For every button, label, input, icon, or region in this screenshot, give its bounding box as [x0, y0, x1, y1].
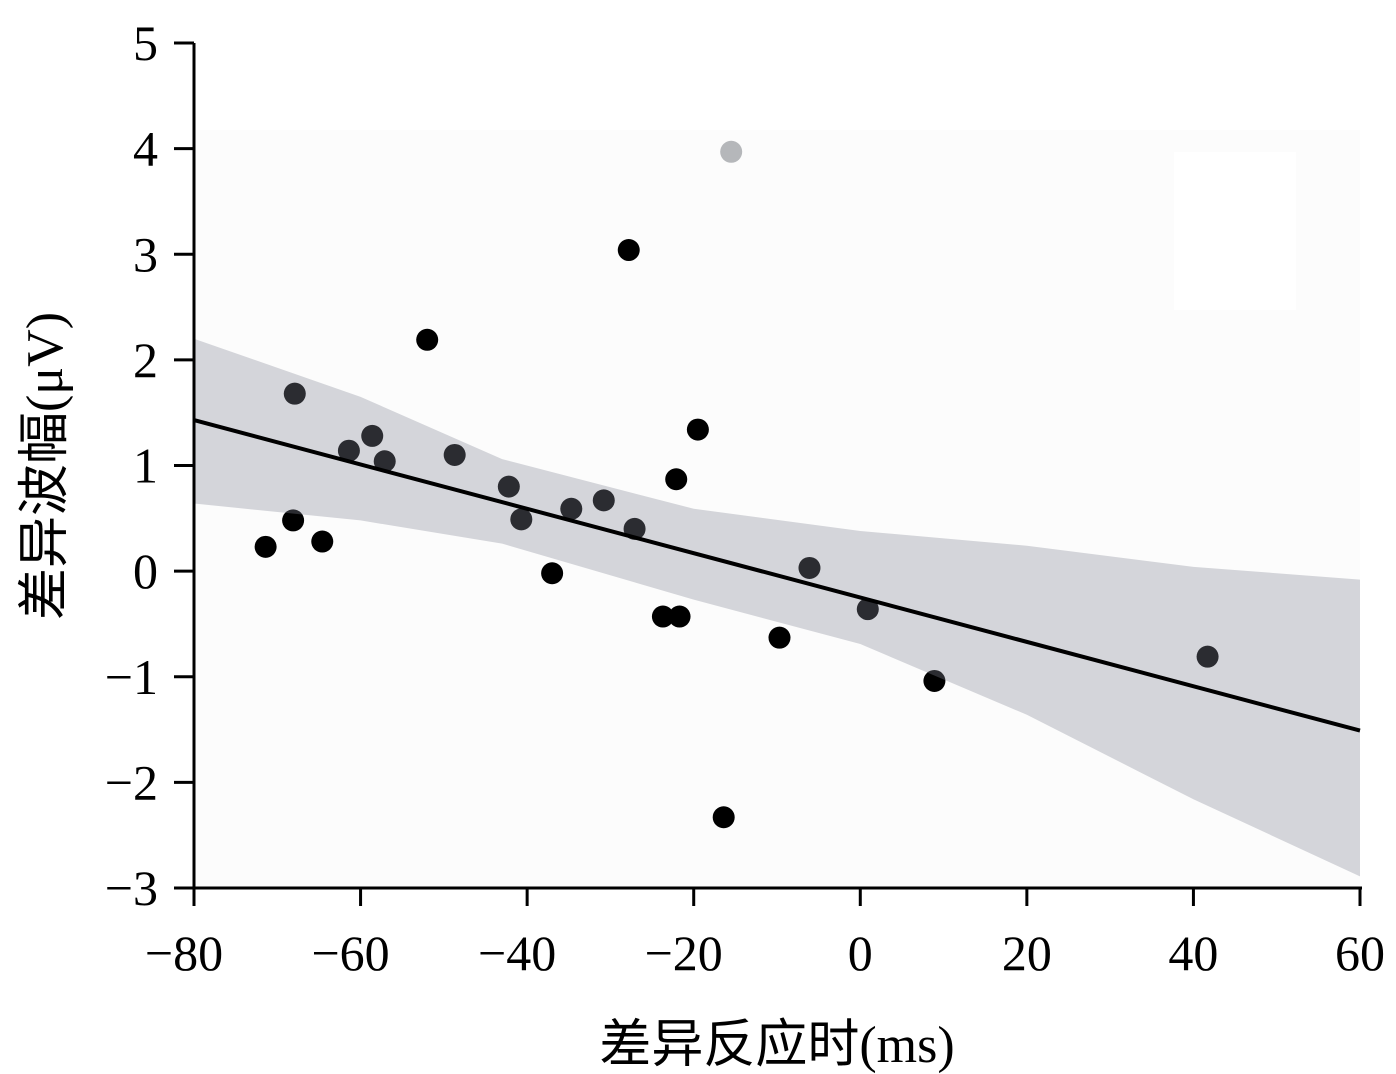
data-point — [665, 468, 688, 491]
data-point — [416, 328, 439, 351]
plot-background — [194, 130, 1360, 888]
data-point — [923, 669, 946, 692]
data-point — [282, 509, 305, 532]
x-ticks: −80 −60 −40 −20 0 20 40 60 — [145, 888, 1385, 981]
y-axis-label: 差异波幅(μV) — [17, 312, 74, 620]
y-tick-label: 0 — [133, 543, 158, 599]
x-tick-label: 0 — [848, 925, 873, 981]
data-point — [254, 535, 277, 558]
data-point — [373, 450, 396, 473]
x-tick-label: −40 — [478, 925, 556, 981]
data-point — [311, 530, 334, 553]
x-axis-label: 差异反应时(ms) — [599, 1017, 954, 1074]
data-points — [254, 239, 1219, 829]
confidence-band — [194, 338, 1360, 877]
data-point — [443, 443, 466, 466]
y-tick-label: −3 — [105, 860, 158, 916]
x-tick-label: 40 — [1168, 925, 1218, 981]
data-point — [712, 806, 735, 829]
data-point — [856, 598, 879, 621]
data-point — [510, 508, 533, 531]
data-point — [497, 475, 520, 498]
y-tick-label: 5 — [133, 15, 158, 71]
x-tick-label: −60 — [311, 925, 389, 981]
data-point — [283, 382, 306, 405]
data-point — [541, 562, 564, 585]
x-tick-label: 20 — [1002, 925, 1052, 981]
y-tick-label: 2 — [133, 332, 158, 388]
y-tick-label: 4 — [133, 121, 158, 177]
data-point — [651, 605, 674, 628]
data-point — [592, 489, 615, 512]
outlier-points — [720, 140, 743, 163]
data-point — [1196, 645, 1219, 668]
x-tick-label: −20 — [645, 925, 723, 981]
y-tick-label: −2 — [105, 754, 158, 810]
data-point — [668, 605, 691, 628]
data-point — [798, 556, 821, 579]
outlier-point — [720, 140, 743, 163]
x-tick-label: −80 — [145, 925, 223, 981]
x-tick-label: 60 — [1335, 925, 1385, 981]
data-point — [768, 626, 791, 649]
y-tick-label: 3 — [133, 226, 158, 282]
y-ticks: −3 −2 −1 0 1 2 3 4 5 — [105, 15, 194, 916]
plot-background-patch — [1174, 152, 1296, 310]
y-tick-label: 1 — [133, 438, 158, 494]
regression-line — [193, 418, 1361, 733]
y-tick-label: −1 — [105, 649, 158, 705]
data-point — [361, 424, 384, 447]
data-point — [617, 239, 640, 262]
data-point — [686, 418, 709, 441]
data-point — [560, 497, 583, 520]
data-point — [337, 439, 360, 462]
